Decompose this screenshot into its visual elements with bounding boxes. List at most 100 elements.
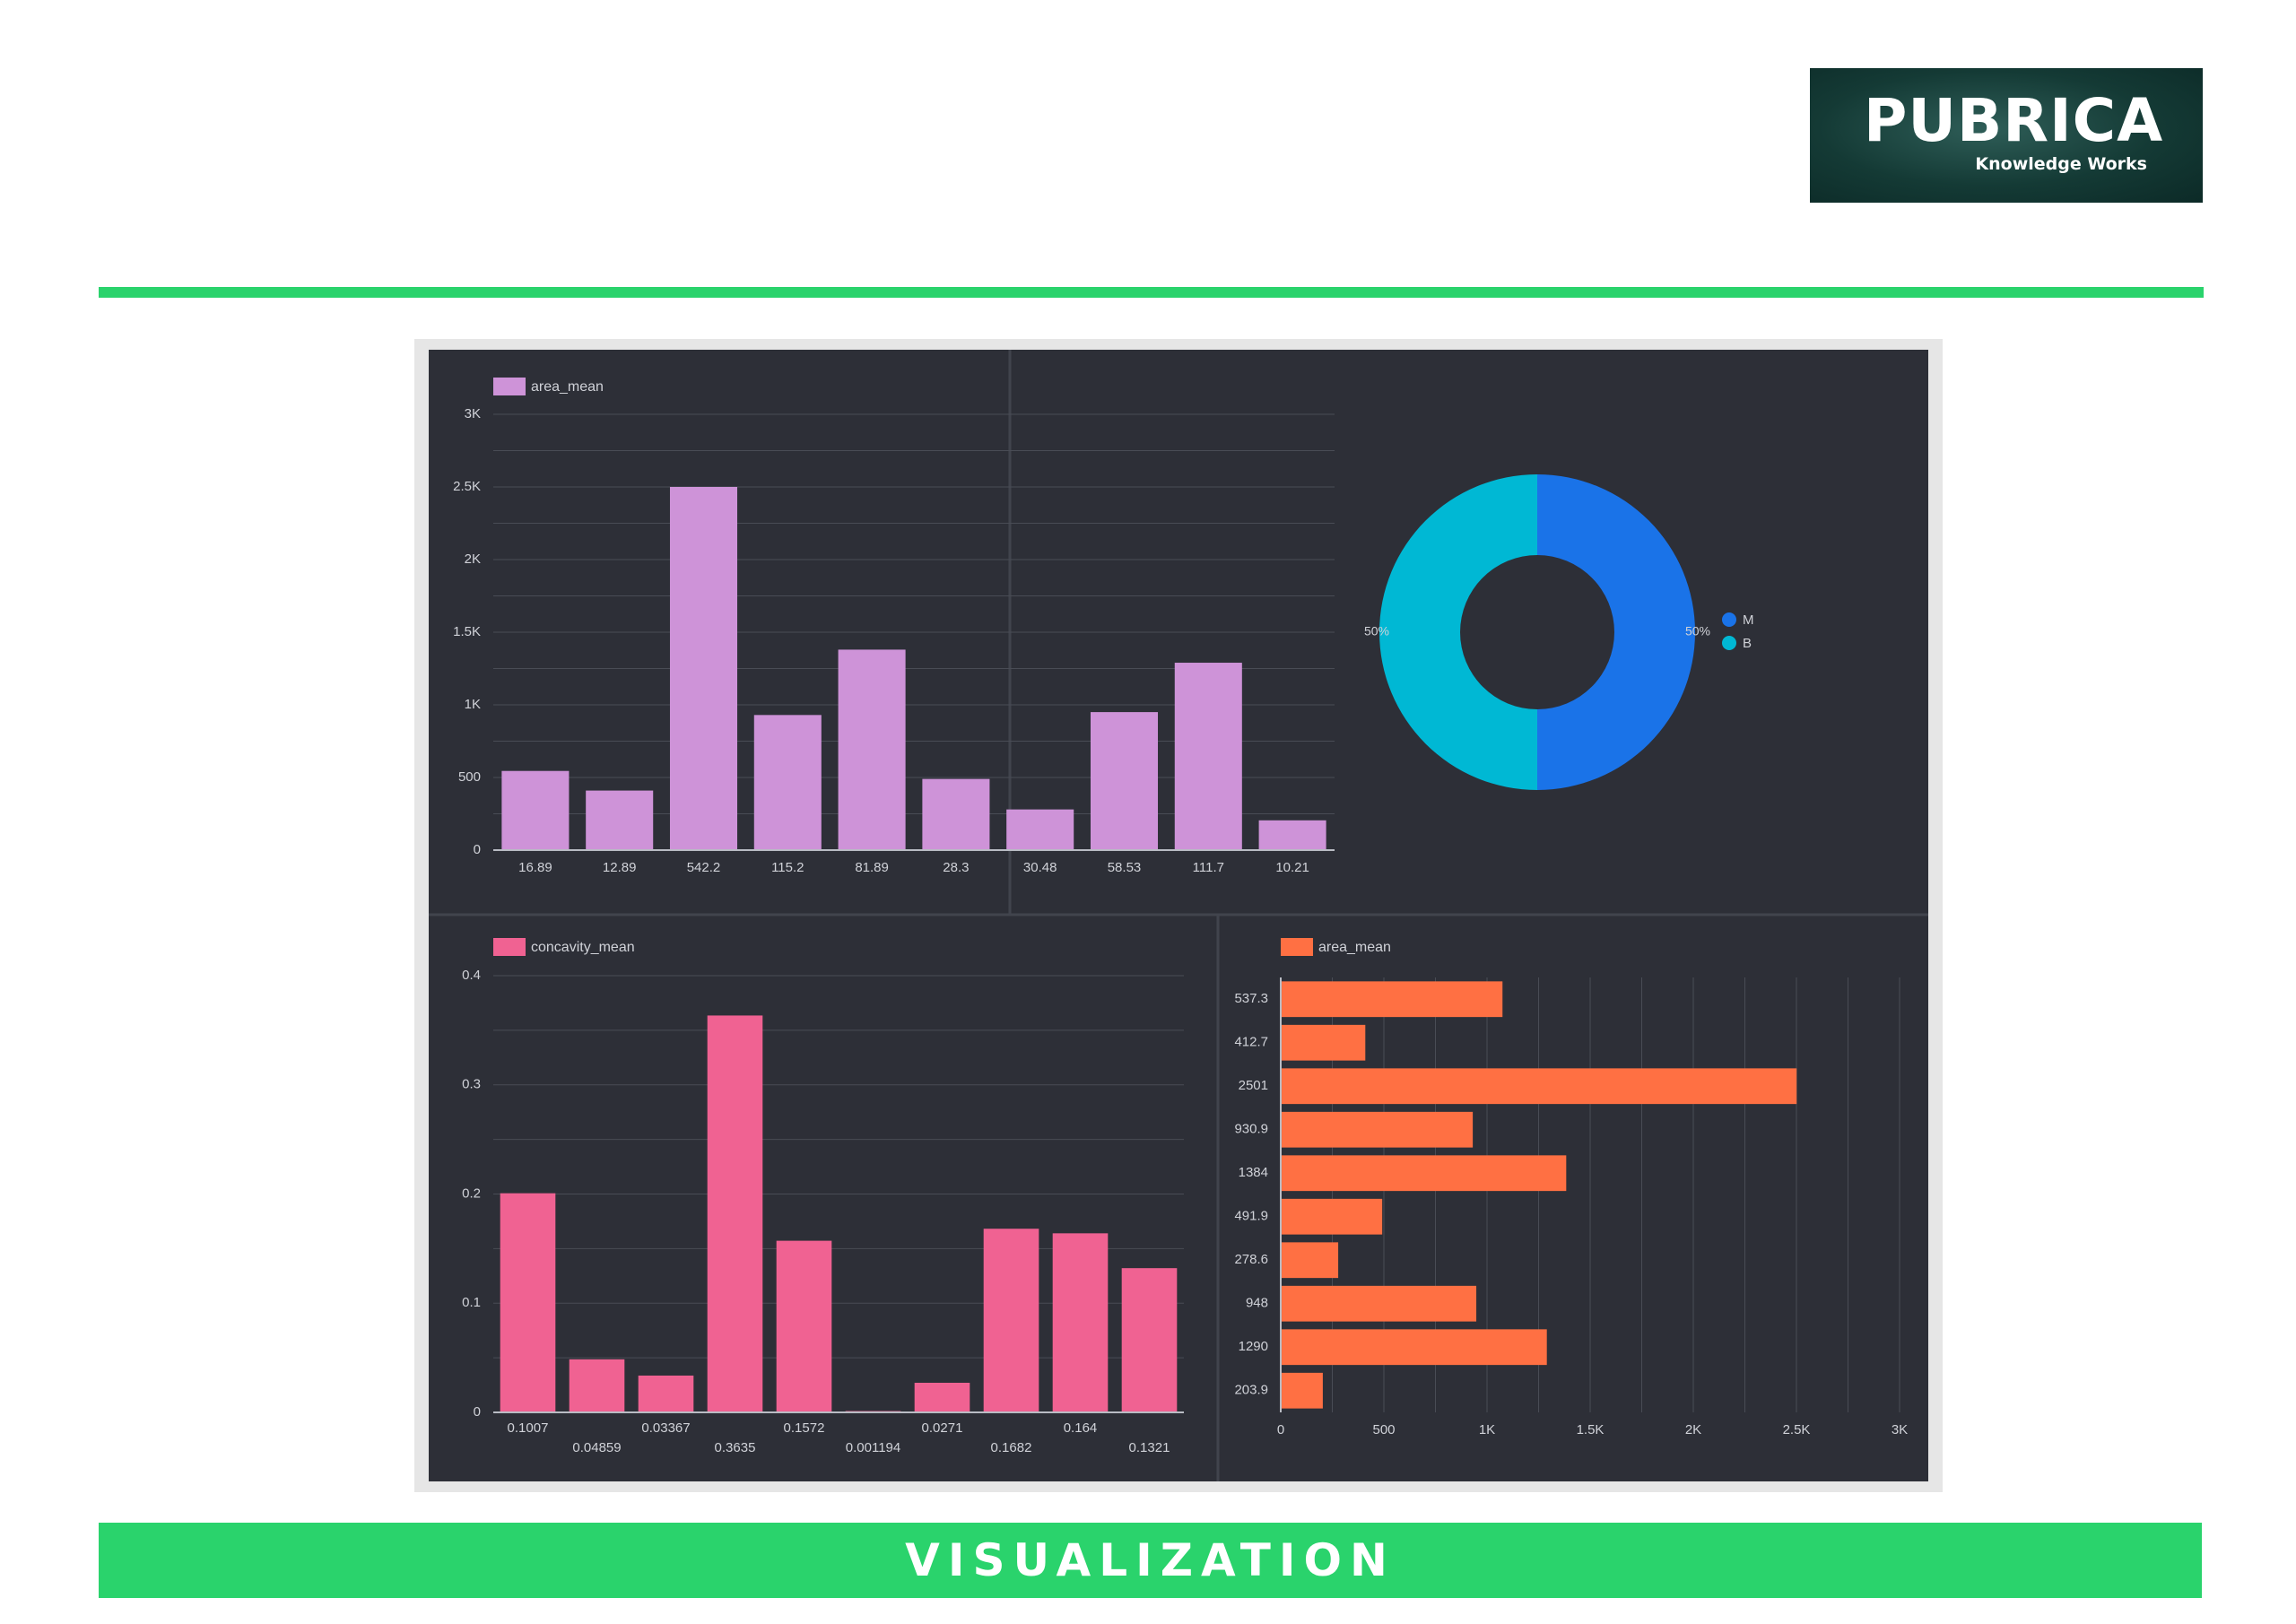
x-tick-label: 0.3635 [715,1440,756,1455]
y-tick-label: 278.6 [1234,1252,1268,1267]
y-tick-label: 1290 [1239,1339,1268,1354]
x-tick-label: 0.1572 [784,1420,825,1436]
y-tick-label: 537.3 [1234,991,1268,1006]
bar [753,715,822,850]
bar [1052,1233,1109,1412]
legend-label: B [1743,636,1752,651]
x-tick-label: 500 [1372,1422,1395,1437]
x-tick-label: 0.1321 [1129,1440,1170,1455]
x-tick-label: 0.04859 [572,1440,621,1455]
y-tick-label: 3K [465,406,481,421]
bar [1281,1024,1366,1061]
x-tick-label: 0.1007 [508,1420,549,1436]
legend-swatch [1281,938,1313,956]
donut-slice [1537,474,1695,790]
bar [1121,1268,1178,1412]
legend-swatch [493,378,526,395]
y-tick-label: 500 [458,769,481,785]
y-tick-label: 2501 [1239,1078,1268,1093]
y-tick-label: 491.9 [1234,1209,1268,1224]
y-tick-label: 1384 [1239,1165,1268,1180]
x-tick-label: 0.0271 [922,1420,963,1436]
legend-label: area_mean [531,379,604,395]
x-tick-label: 0 [1277,1422,1284,1437]
x-tick-label: 0.001194 [846,1440,900,1455]
slice-label: 50% [1364,624,1389,638]
x-tick-label: 2K [1685,1422,1701,1437]
y-tick-label: 2K [465,551,481,567]
bar [1281,1285,1477,1322]
y-tick-label: 0.3 [462,1077,481,1092]
x-tick-label: 16.89 [518,860,552,875]
x-tick-label: 2.5K [1783,1422,1811,1437]
bar [586,790,654,850]
x-tick-label: 3K [1892,1422,1908,1437]
legend-label: area_mean [1318,940,1391,955]
y-tick-label: 0.4 [462,968,481,983]
y-tick-label: 0 [474,1404,481,1420]
y-tick-label: 203.9 [1234,1383,1268,1398]
bar [914,1383,970,1412]
y-tick-label: 0.2 [462,1185,481,1201]
x-tick-label: 111.7 [1193,860,1224,875]
x-tick-label: 0.164 [1064,1420,1098,1436]
legend-dot [1722,612,1736,627]
bar [638,1375,694,1412]
bar [1281,1155,1567,1192]
bar [1258,820,1326,850]
x-tick-label: 115.2 [771,860,804,875]
x-tick-label: 0.03367 [641,1420,690,1436]
bar [983,1229,1039,1412]
legend-dot [1722,636,1736,650]
bar [1006,809,1074,850]
y-tick-label: 948 [1246,1296,1268,1311]
x-tick-label: 0.1682 [991,1440,1032,1455]
x-tick-label: 30.48 [1023,860,1057,875]
bar [1090,712,1159,850]
bar [1281,1111,1474,1148]
bar [1281,981,1503,1018]
x-tick-label: 1.5K [1577,1422,1605,1437]
bar [1281,1198,1383,1235]
y-tick-label: 1.5K [453,624,481,639]
bar [669,487,738,850]
bar [500,1193,556,1412]
top-accent-rule [99,287,2204,298]
footer-title: VISUALIZATION [905,1534,1396,1586]
y-tick-label: 0 [474,842,481,857]
bar [1281,1329,1547,1366]
bar [776,1240,832,1412]
x-tick-label: 81.89 [855,860,889,875]
logo-tagline: Knowledge Works [1975,154,2147,174]
bar [501,770,570,850]
dashboard-charts: 0 500 1K 1.5K 2K 2.5K 3K area_mean 16.89 12.89 542… [429,350,1928,1481]
y-tick-label: 1K [465,697,481,712]
x-tick-label: 542.2 [687,860,721,875]
bar [1281,1242,1339,1279]
y-tick-label: 412.7 [1234,1035,1268,1050]
logo-wordmark: PUBRICA [1864,86,2164,155]
bar [1281,1372,1323,1409]
bar [922,778,990,850]
bar [1281,1068,1797,1105]
legend-label: M [1743,612,1754,628]
footer-banner: VISUALIZATION [99,1523,2202,1598]
legend-swatch [493,938,526,956]
x-tick-label: 12.89 [603,860,637,875]
y-tick-label: 0.1 [462,1295,481,1310]
bar [569,1359,625,1412]
x-tick-label: 58.53 [1108,860,1142,875]
y-tick-label: 2.5K [453,479,481,494]
bar [838,649,906,850]
legend-label: concavity_mean [531,940,635,955]
x-tick-label: 10.21 [1275,860,1309,875]
bar [1174,663,1242,850]
dashboard-panel: 0 500 1K 1.5K 2K 2.5K 3K area_mean 16.89 12.89 542… [429,350,1928,1481]
x-tick-label: 28.3 [943,860,969,875]
slice-label: 50% [1685,624,1710,638]
x-tick-label: 1K [1479,1422,1495,1437]
y-tick-label: 930.9 [1234,1122,1268,1137]
pubrica-logo: PUBRICA Knowledge Works [1810,68,2203,203]
donut-slice [1379,474,1537,790]
bar [707,1015,763,1412]
